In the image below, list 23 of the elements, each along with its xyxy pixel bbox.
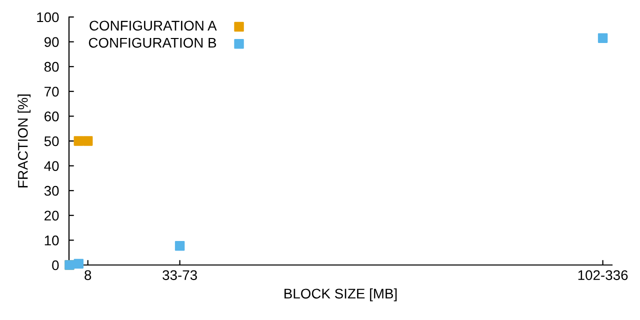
- y-tick-label: 30: [44, 186, 59, 196]
- y-tick-label: 50: [44, 136, 59, 146]
- point: [74, 258, 84, 269]
- y-tick-label: 80: [44, 62, 59, 72]
- y-tick-label: 0: [52, 260, 59, 270]
- legend-label: CONFIGURATION B: [88, 38, 216, 48]
- point: [74, 136, 84, 146]
- legend-label: CONFIGURATION A: [90, 20, 217, 31]
- x-tick-label: 8: [84, 270, 92, 280]
- y-tick-label: 90: [44, 37, 59, 47]
- point: [174, 241, 185, 251]
- x-axis-title: BLOCK SIZE [MB]: [284, 288, 397, 302]
- point: [82, 136, 93, 146]
- y-tick-label: 20: [44, 210, 59, 221]
- y-tick-label: 10: [44, 236, 59, 246]
- y-tick-label: 100: [37, 12, 59, 22]
- x-tick-label: 102-336: [578, 270, 628, 280]
- y-tick-label: 40: [44, 161, 59, 171]
- point: [598, 33, 608, 43]
- x-tick-label: 33-73: [162, 270, 197, 280]
- y-axis-title: FRACTION [%]: [18, 94, 31, 188]
- y-tick-label: 60: [44, 112, 59, 122]
- y-tick-label: 70: [44, 86, 59, 97]
